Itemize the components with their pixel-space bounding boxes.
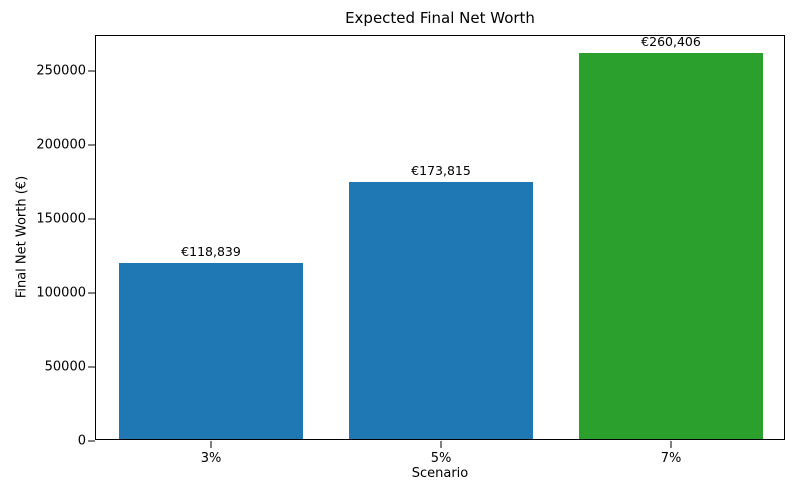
bar-value-label: €118,839 [181, 243, 241, 259]
y-tick-mark [88, 440, 95, 442]
bar-value-label: €173,815 [411, 162, 471, 178]
y-axis-label: Final Net Worth (€) [14, 175, 30, 299]
y-tick-label: 150000 [36, 211, 86, 227]
y-tick-mark [88, 366, 95, 368]
bar-value-label: €260,406 [641, 34, 701, 50]
y-tick-label: 50000 [44, 359, 86, 375]
y-tick-label: 200000 [36, 137, 86, 153]
x-tick-label: 3% [200, 451, 222, 466]
x-tick-label: 7% [660, 451, 682, 466]
y-tick-mark [88, 70, 95, 72]
x-tick-label: 5% [430, 451, 452, 466]
y-tick-mark [88, 292, 95, 294]
y-tick-label: 250000 [36, 63, 86, 79]
y-tick-label: 0 [77, 433, 86, 449]
x-tick-mark [670, 441, 672, 448]
x-axis-label: Scenario [411, 466, 469, 481]
plot-area: 0 50000 100000 150000 200000 250000 €118,839 3%… [36, 34, 785, 466]
chart-title: Expected Final Net Worth [345, 9, 535, 27]
y-tick-label: 100000 [36, 285, 86, 301]
bar-7% [579, 53, 763, 439]
x-tick-mark [210, 441, 212, 448]
bar-3% [119, 262, 303, 439]
x-tick-mark [440, 441, 442, 448]
y-tick-mark [88, 218, 95, 220]
y-tick-mark [88, 144, 95, 146]
bar-5% [349, 181, 533, 439]
